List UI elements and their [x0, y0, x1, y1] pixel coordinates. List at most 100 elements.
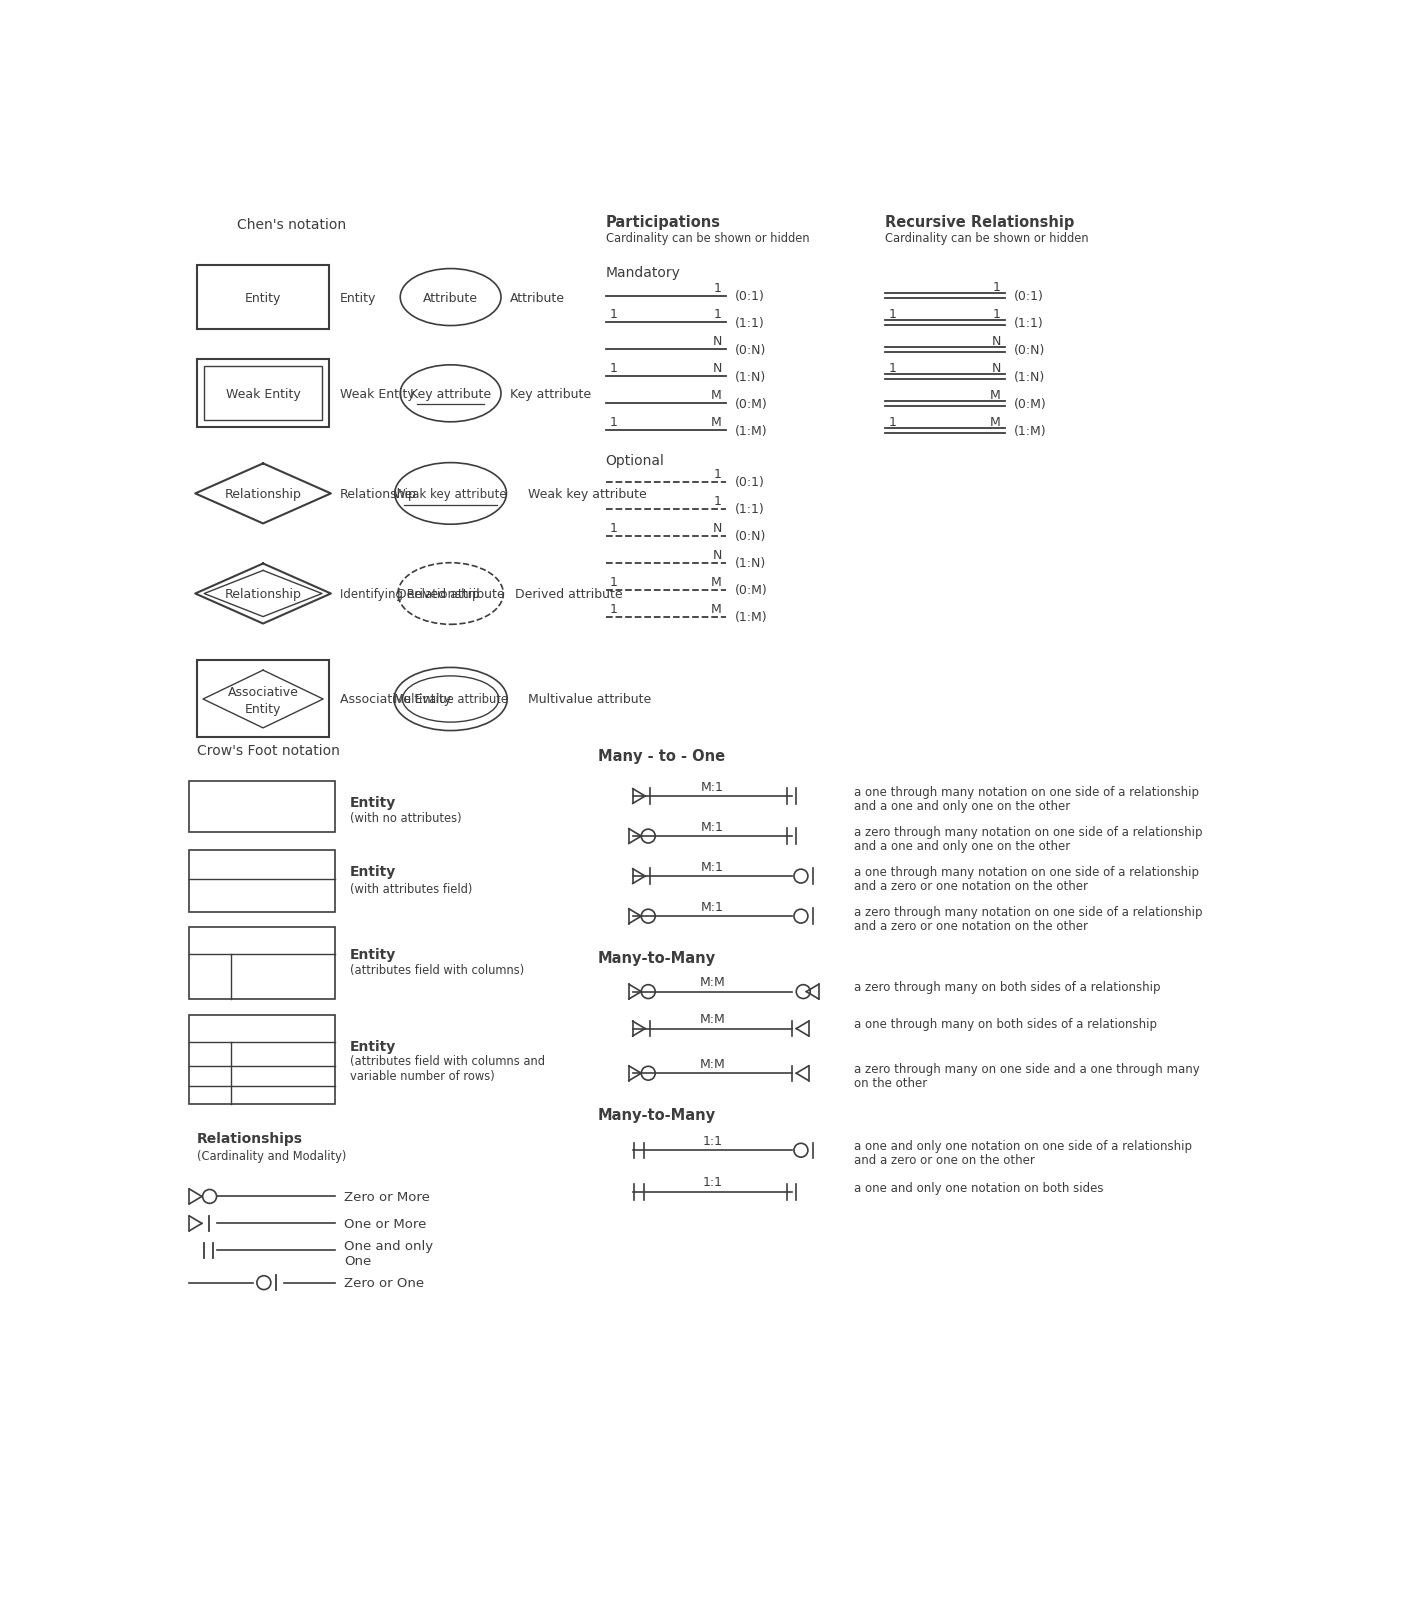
Text: Entity: Entity	[350, 795, 396, 810]
Text: (1:1): (1:1)	[736, 316, 765, 329]
Text: (0:1): (0:1)	[1014, 291, 1045, 304]
Text: Associative Entity: Associative Entity	[340, 693, 451, 706]
Text: and a zero or one notation on the other: and a zero or one notation on the other	[854, 919, 1088, 932]
Text: Attribute: Attribute	[510, 292, 566, 305]
Ellipse shape	[397, 563, 503, 625]
Text: (0:N): (0:N)	[736, 344, 767, 357]
Text: Entity: Entity	[350, 948, 396, 961]
Text: Crow's Foot notation: Crow's Foot notation	[197, 743, 340, 758]
Text: 1: 1	[715, 495, 722, 508]
Bar	[190, 927, 336, 1000]
Text: N: N	[991, 334, 1001, 347]
Text: 1: 1	[609, 308, 618, 321]
Bar	[197, 661, 329, 738]
Text: One and only: One and only	[344, 1240, 434, 1253]
Text: Recursive Relationship: Recursive Relationship	[885, 214, 1074, 230]
Bar	[197, 360, 329, 428]
Text: M: M	[710, 390, 722, 403]
Text: (0:M): (0:M)	[1014, 398, 1047, 411]
Text: Chen's notation: Chen's notation	[237, 217, 347, 232]
Text: (1:M): (1:M)	[736, 610, 768, 623]
Text: a zero through many notation on one side of a relationship: a zero through many notation on one side…	[854, 906, 1202, 919]
Text: Optional: Optional	[605, 454, 664, 467]
Text: 1: 1	[609, 362, 618, 375]
Text: Entity: Entity	[350, 1040, 396, 1053]
Text: a one through many on both sides of a relationship: a one through many on both sides of a re…	[854, 1018, 1157, 1031]
Text: and a one and only one on the other: and a one and only one on the other	[854, 839, 1070, 852]
Text: (0:N): (0:N)	[736, 531, 767, 544]
Text: 1:1: 1:1	[702, 1175, 722, 1188]
Text: (0:M): (0:M)	[736, 398, 768, 411]
Text: (attributes field with columns): (attributes field with columns)	[350, 962, 524, 975]
Text: M:M: M:M	[699, 975, 724, 988]
Text: M:1: M:1	[701, 860, 723, 873]
Text: (0:1): (0:1)	[736, 291, 765, 304]
Text: M:1: M:1	[701, 901, 723, 914]
Text: Many - to - One: Many - to - One	[598, 748, 724, 763]
Text: (Cardinality and Modality): (Cardinality and Modality)	[197, 1149, 347, 1162]
Text: (0:M): (0:M)	[736, 584, 768, 597]
Text: M: M	[990, 415, 1001, 428]
Text: 1: 1	[993, 281, 1001, 294]
Text: Derived attribute: Derived attribute	[397, 588, 504, 601]
Ellipse shape	[403, 677, 498, 722]
Ellipse shape	[395, 463, 507, 524]
Text: 1: 1	[993, 307, 1001, 320]
Bar	[197, 266, 329, 329]
Text: a one and only one notation on one side of a relationship: a one and only one notation on one side …	[854, 1139, 1192, 1152]
Text: Relationships: Relationships	[197, 1131, 303, 1146]
Text: Derived attribute: Derived attribute	[515, 588, 622, 601]
Bar	[204, 367, 322, 420]
Text: Zero or One: Zero or One	[344, 1276, 424, 1289]
Text: Multivalue attribute: Multivalue attribute	[393, 693, 508, 706]
Text: M:M: M:M	[699, 1057, 724, 1070]
Text: Associative: Associative	[227, 685, 299, 698]
Text: 1: 1	[715, 467, 722, 480]
Text: Attribute: Attribute	[423, 292, 479, 305]
Text: 1: 1	[715, 308, 722, 321]
Text: Entity: Entity	[340, 292, 376, 305]
Text: Weak Entity: Weak Entity	[226, 388, 300, 401]
Text: Key attribute: Key attribute	[410, 388, 491, 401]
Ellipse shape	[400, 365, 501, 422]
Text: and a one and only one on the other: and a one and only one on the other	[854, 799, 1070, 812]
Text: Weak key attribute: Weak key attribute	[395, 487, 507, 500]
Text: (1:N): (1:N)	[1014, 370, 1046, 383]
Text: Entity: Entity	[350, 865, 396, 880]
Text: M: M	[710, 602, 722, 615]
Text: a zero through many notation on one side of a relationship: a zero through many notation on one side…	[854, 826, 1202, 839]
Text: Multivalue attribute: Multivalue attribute	[528, 693, 651, 706]
Text: 1: 1	[889, 362, 896, 375]
Text: a one through many notation on one side of a relationship: a one through many notation on one side …	[854, 865, 1199, 878]
Text: (0:N): (0:N)	[1014, 344, 1046, 357]
Text: 1: 1	[889, 307, 896, 320]
Text: (attributes field with columns and: (attributes field with columns and	[350, 1055, 545, 1068]
Text: and a zero or one on the other: and a zero or one on the other	[854, 1154, 1035, 1167]
Text: (1:N): (1:N)	[736, 557, 767, 570]
Text: 1: 1	[715, 281, 722, 294]
Text: N: N	[712, 336, 722, 349]
Text: on the other: on the other	[854, 1076, 927, 1089]
Text: One: One	[344, 1255, 372, 1268]
Text: 1: 1	[609, 602, 618, 615]
Bar	[190, 1014, 336, 1104]
Ellipse shape	[400, 269, 501, 326]
Text: N: N	[991, 362, 1001, 375]
Text: Relationship: Relationship	[225, 588, 302, 601]
Ellipse shape	[395, 669, 507, 730]
Text: Participations: Participations	[605, 214, 720, 230]
Text: 1:1: 1:1	[702, 1134, 722, 1147]
Text: Cardinality can be shown or hidden: Cardinality can be shown or hidden	[605, 232, 809, 245]
Text: Many-to-Many: Many-to-Many	[598, 951, 716, 966]
Text: N: N	[712, 521, 722, 534]
Text: (1:M): (1:M)	[736, 425, 768, 438]
Text: Identifying Relationship: Identifying Relationship	[340, 588, 479, 601]
Text: Weak key attribute: Weak key attribute	[528, 487, 647, 500]
Text: a one through many notation on one side of a relationship: a one through many notation on one side …	[854, 786, 1199, 799]
Text: a zero through many on both sides of a relationship: a zero through many on both sides of a r…	[854, 980, 1160, 993]
Text: M: M	[710, 575, 722, 588]
Text: (0:1): (0:1)	[736, 476, 765, 489]
Text: variable number of rows): variable number of rows)	[350, 1070, 494, 1083]
Text: M:1: M:1	[701, 820, 723, 833]
Text: 1: 1	[609, 521, 618, 534]
